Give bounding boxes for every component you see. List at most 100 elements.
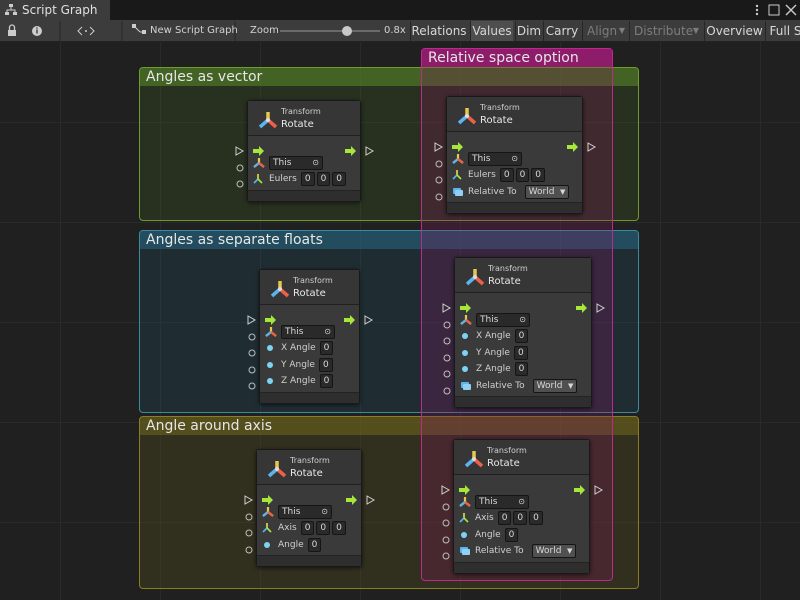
button-label: Full S [769, 24, 800, 38]
flow-in-arrow [459, 480, 471, 495]
port-icon [460, 314, 472, 326]
number-field[interactable]: 0 [319, 374, 334, 388]
value-input-port [442, 331, 452, 345]
flow-output-port [594, 480, 604, 495]
object-field[interactable]: This ⊙ [281, 324, 335, 339]
input-row: X Angle 0 [265, 341, 334, 355]
toolbar-button[interactable]: Relations [410, 21, 467, 41]
number-field[interactable]: 0 [514, 362, 529, 376]
number-field[interactable]: 0 [513, 345, 528, 360]
object-field[interactable]: This ⊙ [269, 155, 323, 170]
dropdown-text: World [528, 186, 555, 197]
flow-output-port [594, 485, 604, 495]
flow-in-arrow [265, 310, 277, 325]
number-field[interactable]: 0 [319, 341, 334, 355]
object-field[interactable]: This ⊙ [476, 312, 530, 327]
port-label: Z Angle [281, 376, 316, 386]
toolbar-button[interactable]: Align ▼ [582, 21, 629, 41]
flow-out-arrow [574, 485, 585, 495]
number-field[interactable]: 0 [300, 521, 315, 535]
number-field[interactable]: 0 [318, 357, 333, 372]
port-icon-svg [253, 157, 265, 168]
toolbar-button[interactable]: Values [470, 21, 513, 41]
target-icon: ⊙ [321, 506, 328, 516]
toolbar-button[interactable]: Full S [765, 21, 800, 41]
input-row: Eulers 0 0 0 [452, 168, 546, 182]
value-input-port [442, 364, 452, 378]
port-icon-svg [459, 513, 469, 523]
value-input-port [442, 552, 450, 560]
port-icon [265, 359, 277, 371]
flow-out-arrow [567, 142, 578, 152]
value-input-port [247, 360, 257, 373]
number-field[interactable]: 0 [515, 168, 530, 182]
node-icon [267, 459, 287, 479]
port-icon [452, 186, 464, 198]
dropdown[interactable]: World ▼ [531, 544, 577, 558]
port-icon [265, 342, 277, 354]
flow-input-port [244, 495, 254, 505]
port-icon [459, 512, 471, 524]
tab[interactable]: Script Graph [0, 0, 110, 20]
flow-output-port [587, 142, 597, 152]
number-field[interactable]: 0 [332, 172, 347, 186]
port-icon-svg [453, 187, 463, 196]
node-category: Transform [488, 264, 528, 273]
toolbar-button[interactable]: Carry [543, 21, 580, 41]
input-row: This ⊙ [253, 155, 323, 170]
new-graph-button[interactable]: New Script Graph [150, 25, 238, 36]
number-field[interactable]: 0 [332, 521, 346, 535]
input-row: Relative To World ▼ [459, 544, 577, 558]
toolbar-button[interactable]: Distribute ▼ [629, 21, 703, 41]
number-field[interactable]: 0 [499, 168, 514, 182]
port-label: X Angle [281, 343, 316, 353]
node-icon [267, 461, 287, 478]
node-title: Rotate [488, 276, 521, 287]
button-label: Relations [411, 24, 467, 38]
input-row: This ⊙ [460, 312, 530, 327]
number-field[interactable]: 0 [531, 168, 546, 182]
node-footer [260, 391, 359, 403]
number-field[interactable]: 0 [300, 172, 315, 186]
dropdown[interactable]: World ▼ [532, 378, 578, 393]
object-field[interactable]: This ⊙ [278, 504, 332, 519]
port-icon-svg [267, 378, 273, 384]
input-row: Relative To World ▼ [452, 184, 570, 199]
value-input-port [441, 530, 451, 543]
port-icon-svg [462, 366, 468, 372]
port-icon [262, 522, 274, 534]
value-input-port [443, 321, 451, 328]
object-field[interactable]: This ⊙ [475, 494, 529, 509]
number-field[interactable]: 0 [307, 537, 322, 552]
number-field[interactable]: 0 [529, 511, 543, 525]
port-icon [265, 375, 277, 387]
flow-in-arrow [460, 298, 472, 313]
toolbar-button[interactable]: Dim [515, 21, 542, 41]
number-field[interactable]: 0 [316, 172, 331, 186]
node-category: Transform [480, 103, 520, 112]
dropdown[interactable]: World ▼ [524, 184, 570, 199]
object-field[interactable]: This ⊙ [468, 151, 522, 166]
flow-output-port [366, 495, 376, 505]
flow-in-arrow [262, 495, 273, 505]
number-field[interactable]: 0 [504, 527, 519, 542]
number-field[interactable]: 0 [513, 511, 528, 525]
port-icon [459, 529, 471, 541]
input-row: Z Angle 0 [265, 374, 334, 388]
port-icon-svg [461, 381, 471, 390]
flow-in-arrow [452, 142, 463, 152]
value-input-port [244, 523, 254, 537]
value-input-port [245, 546, 253, 553]
toolbar-button[interactable]: Overview [704, 21, 764, 41]
number-field[interactable]: 0 [514, 329, 529, 343]
number-field[interactable]: 0 [316, 521, 331, 535]
port-icon [459, 545, 471, 557]
flow-output-port [366, 490, 376, 505]
number-field[interactable]: 0 [497, 511, 512, 525]
node-title: Rotate [487, 458, 520, 469]
window-controls[interactable] [750, 2, 800, 18]
node-title: Rotate [290, 468, 323, 479]
node-icon [258, 110, 278, 130]
field-text: This [282, 506, 301, 517]
port-label: Z Angle [476, 364, 511, 374]
